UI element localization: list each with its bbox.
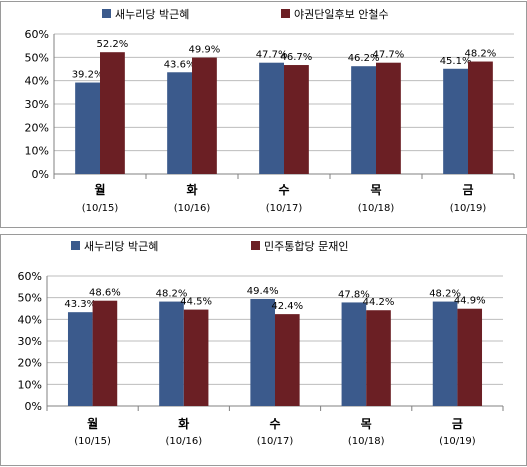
bar-2 <box>366 310 391 406</box>
x-category-date: (10/17) <box>266 203 303 214</box>
x-category-date: (10/17) <box>257 436 294 447</box>
bar-1 <box>159 301 184 406</box>
x-category-label: 월 <box>87 416 98 431</box>
bar-1 <box>75 82 100 174</box>
bar-1 <box>341 302 367 406</box>
y-tick-label: 30% <box>18 335 42 348</box>
data-label: 49.4% <box>247 286 279 297</box>
legend-swatch-2 <box>251 241 260 250</box>
legend-label-1: 새누리당 박근혜 <box>84 240 158 253</box>
x-category-date: (10/15) <box>74 436 111 447</box>
data-label: 48.2% <box>465 49 497 60</box>
data-label: 42.4% <box>271 301 303 312</box>
legend-label-2: 야권단일후보 안철수 <box>294 7 389 21</box>
bar-chart-top: 새누리당 박근혜 야권단일후보 안철수 0% 10% 20% 30% 40% 50% 60% 39… <box>25 7 515 214</box>
y-tick-label: 60% <box>18 270 42 283</box>
data-label: 52.2% <box>97 39 129 50</box>
data-label: 48.2% <box>429 289 461 300</box>
x-category-date: (10/18) <box>348 436 385 447</box>
x-category-label: 수 <box>269 417 280 431</box>
bar-2 <box>376 62 401 175</box>
data-label: 47.7% <box>373 50 405 61</box>
y-tick-label: 40% <box>18 313 42 326</box>
x-category-date: (10/18) <box>358 203 395 214</box>
y-tick-label: 60% <box>25 28 49 41</box>
chart-panel-bottom: 새누리당 박근혜 민주통합당 문재인 0% 10% 20% 30% 40% 50% 60% 43.… <box>0 234 527 466</box>
bar-2 <box>100 52 125 175</box>
x-category-label: 화 <box>178 416 189 431</box>
data-label: 48.2% <box>156 289 188 300</box>
chart-panel-top: 새누리당 박근혜 야권단일후보 안철수 0% 10% 20% 30% 40% 50% 60% 39… <box>0 1 527 228</box>
data-label: 44.5% <box>180 297 212 308</box>
bar-1 <box>351 66 376 174</box>
x-category-label: 수 <box>278 183 289 197</box>
y-tick-label: 50% <box>25 51 49 64</box>
data-label: 43.3% <box>64 299 96 310</box>
legend-swatch-1 <box>71 241 80 250</box>
x-category-label: 목 <box>361 417 372 431</box>
y-tick-label: 0% <box>32 168 49 181</box>
y-tick-label: 30% <box>25 98 49 111</box>
y-tick-label: 10% <box>18 378 42 391</box>
data-label: 39.2% <box>72 70 104 81</box>
x-category-date: (10/19) <box>450 203 487 214</box>
data-label: 44.2% <box>363 297 395 308</box>
bar-2 <box>275 314 300 406</box>
y-tick-label: 40% <box>25 75 49 88</box>
data-label: 45.1% <box>440 56 472 67</box>
x-category-label: 금 <box>452 417 463 431</box>
y-tick-label: 10% <box>25 145 49 158</box>
data-label: 49.9% <box>189 45 221 56</box>
bar-1 <box>443 68 468 174</box>
y-tick-label: 50% <box>18 292 42 305</box>
y-tick-label: 20% <box>18 357 42 370</box>
bar-1 <box>167 72 192 174</box>
data-label: 47.8% <box>338 289 370 300</box>
bar-1 <box>67 312 93 406</box>
bar-1 <box>432 301 458 406</box>
data-label: 43.6% <box>164 59 196 70</box>
bar-chart-bottom: 새누리당 박근혜 민주통합당 문재인 0% 10% 20% 30% 40% 50% 60% 43.… <box>18 240 504 447</box>
bar-1 <box>250 298 275 406</box>
x-category-date: (10/16) <box>165 436 202 447</box>
bar-2 <box>183 309 209 406</box>
legend-label-1: 새누리당 박근혜 <box>115 8 189 21</box>
legend-swatch-1 <box>102 9 111 18</box>
data-label: 44.9% <box>454 296 486 307</box>
bar-2 <box>468 61 493 174</box>
x-category-label: 월 <box>94 182 105 197</box>
legend-label-2: 민주통합당 문재인 <box>264 240 348 253</box>
bar-2 <box>284 65 309 174</box>
x-category-label: 화 <box>186 182 197 197</box>
y-tick-label: 0% <box>25 400 42 413</box>
x-category-label: 금 <box>462 183 473 197</box>
data-label: 48.6% <box>89 288 121 299</box>
data-label: 47.7% <box>256 50 288 61</box>
bar-2 <box>92 300 118 406</box>
y-tick-label: 20% <box>25 121 49 134</box>
x-category-label: 목 <box>370 183 381 197</box>
legend-swatch-2 <box>281 9 290 18</box>
x-category-date: (10/19) <box>439 436 476 447</box>
data-label: 46.2% <box>348 53 380 64</box>
x-category-date: (10/16) <box>174 203 211 214</box>
bar-2 <box>457 308 483 406</box>
data-label: 46.7% <box>281 52 313 63</box>
x-category-date: (10/15) <box>82 203 119 214</box>
bar-1 <box>259 62 284 175</box>
bar-2 <box>192 57 217 174</box>
